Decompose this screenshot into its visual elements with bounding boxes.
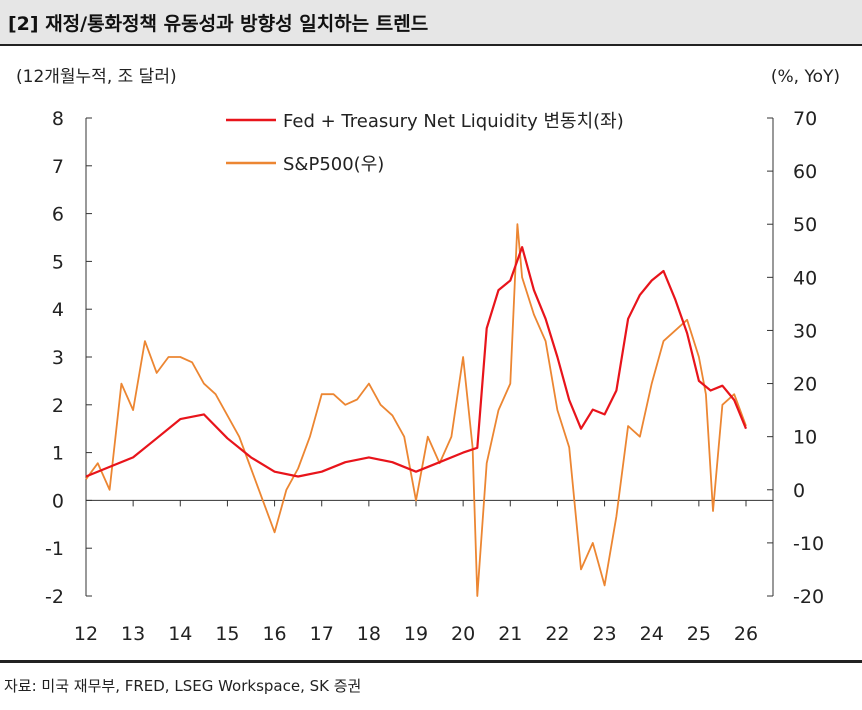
right-axis-tick-label: 40 — [793, 267, 817, 289]
right-axis-tick-label: 60 — [793, 161, 817, 183]
right-axis-tick-label: 30 — [793, 320, 817, 342]
left-axis-tick-label: 0 — [52, 490, 64, 512]
legend-label: Fed + Treasury Net Liquidity 변동치(좌) — [283, 111, 624, 132]
bottom-rule — [0, 660, 862, 663]
sp500-series-line — [85, 223, 747, 597]
x-axis-tick-label: 13 — [121, 623, 145, 645]
source-note: 자료: 미국 재무부, FRED, LSEG Workspace, SK 증권 — [4, 677, 362, 695]
right-axis-tick-label: 10 — [793, 427, 817, 449]
right-axis-tick-label: 70 — [793, 108, 817, 130]
right-axis-tick-label: 20 — [793, 374, 817, 396]
left-axis-tick-label: 7 — [52, 156, 64, 178]
x-axis-tick-label: 21 — [498, 623, 522, 645]
left-axis-tick-label: -1 — [45, 538, 64, 560]
chart: (12개월누적, 조 달러) (%, YoY) -2-1012345678-20… — [16, 67, 840, 645]
page-title: [2] 재정/통화정책 유동성과 방향성 일치하는 트렌드 — [8, 13, 429, 35]
x-axis-tick-label: 18 — [357, 623, 381, 645]
net-liquidity-series-line — [85, 246, 748, 478]
left-axis-tick-label: 3 — [52, 347, 64, 369]
left-axis-tick-label: -2 — [45, 586, 64, 608]
legend-label: S&P500(우) — [283, 154, 384, 175]
title-rule — [0, 44, 862, 46]
right-axis-tick-label: -10 — [793, 533, 824, 555]
x-axis-tick-label: 22 — [545, 623, 569, 645]
x-axis-tick-label: 24 — [640, 623, 664, 645]
left-axis-tick-label: 8 — [52, 108, 64, 130]
x-axis-tick-label: 16 — [262, 623, 286, 645]
x-axis-tick-label: 19 — [404, 623, 428, 645]
left-axis-unit-label: (12개월누적, 조 달러) — [16, 67, 177, 87]
x-axis-tick-label: 25 — [687, 623, 711, 645]
x-axis-tick-label: 15 — [215, 623, 239, 645]
legend-net-liquidity: Fed + Treasury Net Liquidity 변동치(좌) — [226, 111, 624, 132]
x-axis-tick-label: 12 — [74, 623, 98, 645]
right-axis-tick-label: -20 — [793, 586, 824, 608]
x-axis-tick-label: 14 — [168, 623, 192, 645]
left-axis-tick-label: 1 — [52, 443, 64, 465]
title-bar: [2] 재정/통화정책 유동성과 방향성 일치하는 트렌드 — [0, 0, 862, 44]
right-axis-unit-label: (%, YoY) — [771, 67, 840, 87]
left-axis-tick-label: 5 — [52, 251, 64, 273]
left-axis-tick-label: 2 — [52, 395, 64, 417]
legend-sp500: S&P500(우) — [226, 154, 384, 175]
x-axis-tick-label: 26 — [734, 623, 758, 645]
left-axis-tick-label: 4 — [52, 299, 64, 321]
right-axis-tick-label: 50 — [793, 214, 817, 236]
right-axis-tick-label: 0 — [793, 480, 805, 502]
x-axis-tick-label: 20 — [451, 623, 475, 645]
left-axis-tick-label: 6 — [52, 204, 64, 226]
x-axis-tick-label: 17 — [310, 623, 334, 645]
x-axis-tick-label: 23 — [592, 623, 616, 645]
